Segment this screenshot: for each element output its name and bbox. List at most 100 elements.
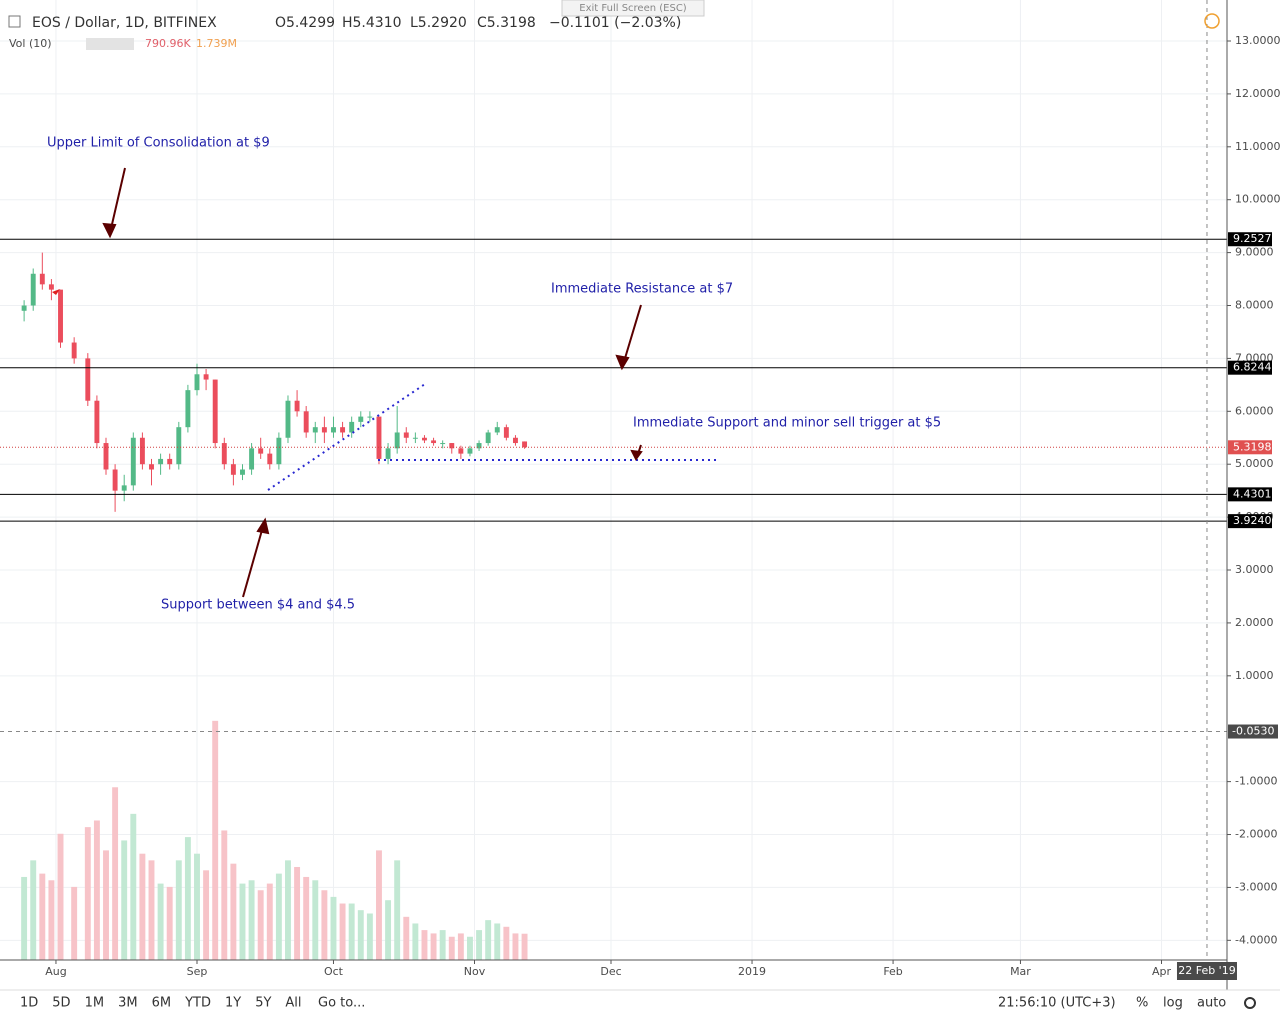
x-tick-label: 2019 bbox=[738, 965, 766, 978]
y-tick-label: 11.0000 bbox=[1235, 140, 1280, 153]
candle-body bbox=[285, 400, 291, 438]
volume-bar bbox=[48, 880, 55, 960]
y-tick-label: 8.0000 bbox=[1235, 299, 1274, 312]
candle-body bbox=[149, 464, 154, 470]
volume-bar bbox=[221, 830, 228, 960]
volume-bar bbox=[330, 896, 337, 960]
candle-body bbox=[458, 448, 464, 454]
level-label: 3.9240 bbox=[1233, 514, 1272, 527]
volume-bar bbox=[521, 933, 528, 960]
candle-body bbox=[139, 437, 145, 465]
candle-body bbox=[58, 289, 63, 343]
crosshair-label: -0.0530 bbox=[1232, 725, 1274, 738]
x-tick-label: Dec bbox=[600, 965, 621, 978]
crosshair-tag bbox=[1228, 724, 1278, 739]
toolbar: 1D 5D 1M 3M 6M YTD 1Y 5Y All bbox=[20, 996, 302, 1011]
volume-bar bbox=[239, 883, 246, 960]
arrow-head bbox=[102, 222, 117, 239]
volume-bar bbox=[312, 880, 319, 960]
level-label: 9.2527 bbox=[1233, 232, 1272, 245]
y-tick-label: 12.0000 bbox=[1235, 87, 1280, 100]
candle-body bbox=[440, 443, 446, 445]
candle-body bbox=[185, 390, 191, 428]
candle-body bbox=[39, 273, 45, 285]
annotation: Immediate Resistance at $7 bbox=[551, 282, 733, 297]
y-tick-label: 3.0000 bbox=[1235, 563, 1274, 576]
clock: 21:56:10 (UTC+3) bbox=[998, 996, 1116, 1011]
range-button[interactable]: All bbox=[285, 996, 301, 1011]
candle-body bbox=[212, 379, 218, 444]
candle-body bbox=[85, 358, 91, 401]
candle-body bbox=[312, 427, 318, 433]
volume-bar bbox=[294, 866, 301, 960]
annotation: Upper Limit of Consolidation at $9 bbox=[47, 136, 270, 151]
settings-icon[interactable] bbox=[1244, 997, 1256, 1009]
volume-bar bbox=[321, 890, 328, 960]
candle-body bbox=[431, 440, 437, 444]
volume-ma: 1.739M bbox=[196, 37, 237, 50]
volume-bar bbox=[57, 833, 64, 960]
annotation: Immediate Support and minor sell trigger… bbox=[633, 416, 941, 431]
x-tick-label: Aug bbox=[45, 965, 66, 978]
range-button[interactable]: 1M bbox=[85, 996, 105, 1011]
candle-body bbox=[103, 443, 109, 470]
collapse-icon[interactable] bbox=[8, 15, 21, 28]
candle-body bbox=[522, 441, 528, 448]
percent-toggle[interactable]: % bbox=[1136, 996, 1148, 1011]
arrows bbox=[102, 167, 643, 598]
symbol[interactable]: EOS / Dollar, 1D, BITFINEX bbox=[32, 15, 217, 31]
volume-bar bbox=[512, 933, 519, 960]
candle-body bbox=[176, 427, 182, 465]
level-tag bbox=[1228, 360, 1272, 375]
volume-bar bbox=[394, 860, 401, 960]
x-tick-label: Sep bbox=[187, 965, 208, 978]
exit-button[interactable] bbox=[561, 0, 705, 17]
arrow bbox=[622, 304, 642, 366]
volume-bar bbox=[303, 876, 310, 960]
candle-body bbox=[21, 305, 27, 311]
volume-name: Vol (10) bbox=[9, 37, 52, 50]
range-button[interactable]: 6M bbox=[152, 996, 172, 1011]
ohlc-change: −0.1101 (−2.03%) bbox=[549, 15, 681, 31]
ohlc-close: C5.3198 bbox=[477, 15, 536, 31]
range-button[interactable]: 1D bbox=[20, 996, 38, 1011]
x-tick-label: Feb bbox=[883, 965, 902, 978]
marks bbox=[0, 0, 1227, 960]
level-label: 6.8244 bbox=[1233, 361, 1272, 374]
y-tick-label: -3.0000 bbox=[1235, 880, 1277, 893]
level-tag bbox=[1228, 232, 1272, 247]
volume-bar bbox=[412, 923, 419, 960]
volume-bar bbox=[476, 930, 483, 960]
y-tick-label: 2.0000 bbox=[1235, 616, 1274, 629]
volume-bar bbox=[385, 900, 392, 960]
range-button[interactable]: 3M bbox=[118, 996, 138, 1011]
annotation: Support between $4 and $4.5 bbox=[161, 598, 355, 613]
exit-label[interactable]: Exit Full Screen (ESC) bbox=[579, 3, 687, 14]
volume-bar bbox=[30, 860, 37, 960]
log-toggle[interactable]: log bbox=[1163, 996, 1183, 1011]
y-tick-label: 1.0000 bbox=[1235, 669, 1274, 682]
volume-bar bbox=[157, 883, 164, 960]
volume-value: 790.96K bbox=[145, 37, 191, 50]
volume-bar bbox=[485, 920, 492, 960]
range-button[interactable]: 1Y bbox=[225, 996, 241, 1011]
volume-bar bbox=[212, 720, 219, 960]
volume-settings[interactable] bbox=[86, 38, 134, 50]
candle-body bbox=[249, 448, 255, 470]
goto[interactable]: Go to... bbox=[318, 996, 365, 1011]
range-button[interactable]: YTD bbox=[184, 996, 211, 1011]
ohlc-high: H5.4310 bbox=[342, 15, 402, 31]
volume-bar bbox=[93, 820, 100, 960]
volume-bar bbox=[139, 853, 146, 960]
volume-bar bbox=[430, 933, 437, 960]
volume-bar bbox=[203, 870, 210, 960]
range-button[interactable]: 5D bbox=[52, 996, 70, 1011]
candle-body bbox=[513, 437, 518, 444]
auto-toggle[interactable]: auto bbox=[1197, 996, 1226, 1011]
y-tick-label: -2.0000 bbox=[1235, 828, 1277, 841]
candle-body bbox=[394, 432, 400, 449]
alert-icon[interactable] bbox=[1204, 13, 1220, 29]
range-button[interactable]: 5Y bbox=[255, 996, 271, 1011]
volume-bar bbox=[121, 840, 128, 960]
